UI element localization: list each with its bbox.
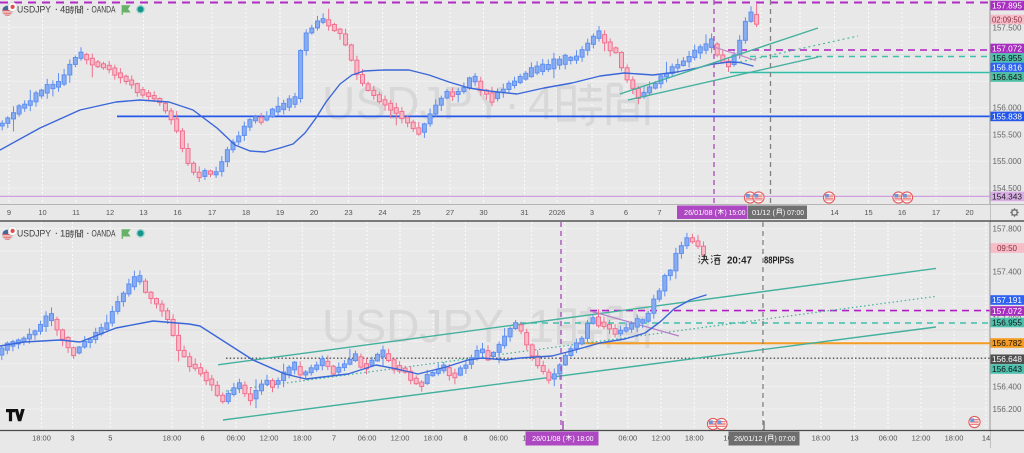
svg-text:3: 3 — [590, 208, 594, 217]
svg-text:18:00: 18:00 — [812, 434, 831, 443]
svg-text:25: 25 — [412, 208, 420, 217]
svg-text:12: 12 — [106, 208, 114, 217]
svg-text:13: 13 — [139, 208, 147, 217]
svg-text:156.200: 156.200 — [993, 405, 1022, 414]
svg-text:10: 10 — [38, 208, 46, 217]
svg-text:20: 20 — [310, 208, 318, 217]
svg-text:4: 4 — [60, 5, 65, 16]
svg-text:17: 17 — [208, 208, 216, 217]
svg-text:12:00: 12:00 — [260, 434, 279, 443]
svg-text:156.955: 156.955 — [992, 54, 1023, 63]
svg-text:·: · — [86, 4, 90, 16]
svg-text:6: 6 — [201, 434, 205, 443]
svg-text:8: 8 — [463, 434, 467, 443]
svg-text:30: 30 — [479, 208, 487, 217]
svg-text:·: · — [86, 228, 90, 240]
svg-text:06:00: 06:00 — [879, 434, 898, 443]
svg-text:2026: 2026 — [549, 208, 566, 217]
svg-text:18:00: 18:00 — [293, 434, 312, 443]
svg-text:31: 31 — [520, 208, 528, 217]
svg-text:14: 14 — [830, 208, 838, 217]
svg-text:26/01/08 (: 26/01/08 ( — [684, 208, 717, 217]
svg-text:18:00: 18:00 — [32, 434, 51, 443]
svg-text:9: 9 — [7, 208, 11, 217]
svg-text:5: 5 — [108, 434, 112, 443]
svg-text:20: 20 — [965, 208, 973, 217]
svg-text:) 07:00: ) 07:00 — [783, 208, 804, 217]
svg-text:26/01/08 (: 26/01/08 ( — [532, 434, 565, 443]
svg-text:1: 1 — [60, 229, 65, 240]
svg-text:12:00: 12:00 — [912, 434, 931, 443]
svg-text:157.895: 157.895 — [992, 1, 1023, 10]
svg-text:19: 19 — [276, 208, 284, 217]
svg-text:18:00: 18:00 — [685, 434, 704, 443]
svg-text:154.343: 154.343 — [992, 192, 1023, 201]
svg-text:157.072: 157.072 — [992, 44, 1023, 53]
svg-text:01/12 (: 01/12 ( — [752, 208, 775, 217]
svg-text:) 15:00: ) 15:00 — [725, 208, 746, 217]
svg-text:156.400: 156.400 — [993, 382, 1022, 391]
svg-text:157.800: 157.800 — [993, 224, 1022, 233]
svg-text:157.191: 157.191 — [992, 296, 1023, 305]
svg-text:) 18:00: ) 18:00 — [573, 434, 594, 443]
svg-text:156.643: 156.643 — [992, 73, 1023, 82]
svg-text:15: 15 — [864, 208, 872, 217]
svg-text:09:50: 09:50 — [997, 244, 1018, 253]
svg-text:12:00: 12:00 — [391, 434, 410, 443]
svg-text:20:47: 20:47 — [727, 256, 752, 267]
svg-text:18:00: 18:00 — [163, 434, 182, 443]
svg-text:12:00: 12:00 — [652, 434, 671, 443]
svg-text:156.782: 156.782 — [992, 339, 1023, 348]
svg-text:13: 13 — [850, 434, 858, 443]
svg-text:02:09:50: 02:09:50 — [992, 15, 1023, 24]
svg-text:14: 14 — [982, 434, 990, 443]
svg-text:23: 23 — [344, 208, 352, 217]
svg-text:157.072: 157.072 — [992, 307, 1023, 316]
svg-text:155.500: 155.500 — [993, 130, 1022, 139]
svg-text:26/01/12 (: 26/01/12 ( — [734, 434, 767, 443]
svg-text:OANDA: OANDA — [92, 229, 116, 240]
svg-text:18:00: 18:00 — [424, 434, 443, 443]
svg-text:24: 24 — [378, 208, 386, 217]
svg-text:7: 7 — [332, 434, 336, 443]
svg-text:27: 27 — [446, 208, 454, 217]
svg-text:6: 6 — [624, 208, 628, 217]
svg-text:·: · — [55, 4, 59, 16]
svg-text:156.643: 156.643 — [992, 365, 1023, 374]
svg-text:7: 7 — [657, 208, 661, 217]
svg-text:06:00: 06:00 — [489, 434, 508, 443]
svg-text:11: 11 — [72, 208, 80, 217]
svg-text:·: · — [55, 228, 59, 240]
svg-text:156.955: 156.955 — [992, 318, 1023, 327]
svg-text:156.648: 156.648 — [992, 355, 1023, 364]
svg-text:88PIPSs: 88PIPSs — [764, 256, 794, 267]
svg-text:16: 16 — [898, 208, 906, 217]
svg-text:156.816: 156.816 — [992, 63, 1023, 72]
svg-text:155.000: 155.000 — [993, 157, 1022, 166]
svg-text:OANDA: OANDA — [92, 5, 116, 16]
svg-text:3: 3 — [70, 434, 74, 443]
svg-text:06:00: 06:00 — [227, 434, 246, 443]
svg-text:157.500: 157.500 — [993, 23, 1022, 32]
svg-text:06:00: 06:00 — [358, 434, 377, 443]
svg-text:4: 4 — [528, 77, 554, 129]
svg-text:USDJPY: USDJPY — [17, 229, 52, 240]
svg-text:155.838: 155.838 — [992, 112, 1023, 121]
svg-text:USDJPY: USDJPY — [322, 300, 504, 352]
svg-text:18:00: 18:00 — [945, 434, 964, 443]
svg-text:) 07:00: ) 07:00 — [775, 434, 796, 443]
svg-text:USDJPY: USDJPY — [17, 5, 52, 16]
svg-text:17: 17 — [932, 208, 940, 217]
svg-text:06:00: 06:00 — [618, 434, 637, 443]
svg-text:16: 16 — [173, 208, 181, 217]
svg-text:18: 18 — [242, 208, 250, 217]
svg-text:157.400: 157.400 — [993, 268, 1022, 277]
